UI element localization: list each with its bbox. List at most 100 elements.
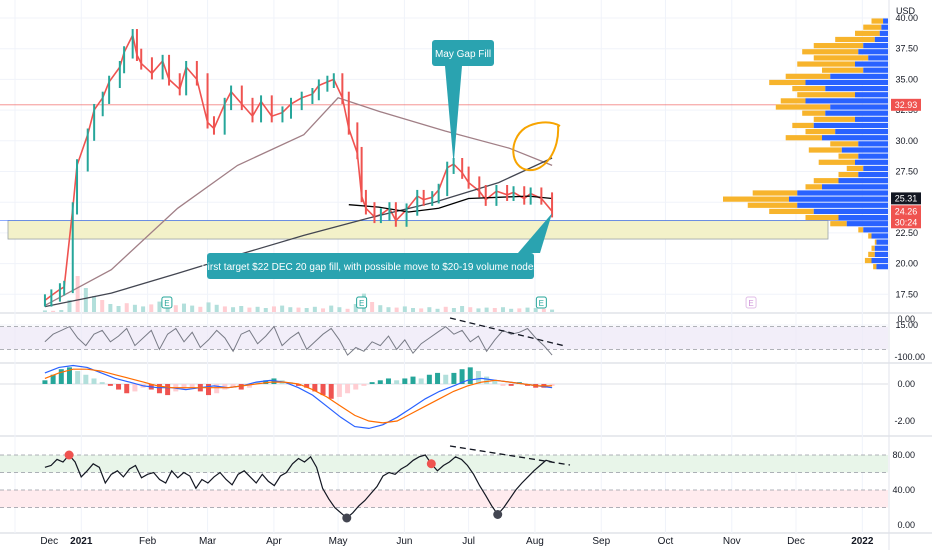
- rsi-divergence-line: [449, 445, 571, 466]
- wr-band: [0, 326, 888, 350]
- macd-histogram-bar: [99, 382, 105, 384]
- macd-histogram-bar: [304, 384, 310, 388]
- volume-bar: [288, 307, 293, 312]
- volume-bar: [239, 306, 244, 312]
- volume-profile-up-bar: [830, 141, 859, 147]
- macd-histogram-bar: [230, 384, 236, 388]
- rsi-oversold-band: [0, 490, 888, 508]
- earnings-marker-label: E: [539, 299, 544, 308]
- volume-bar: [124, 303, 129, 312]
- volume-bar: [296, 307, 301, 312]
- volume-profile-down-bar: [858, 49, 888, 55]
- volume-bar: [59, 310, 64, 312]
- macd-histogram-bar: [475, 371, 481, 384]
- volume-profile-down-bar: [855, 92, 888, 98]
- volume-profile-up-bar: [805, 184, 822, 190]
- volume-profile-up-bar: [868, 251, 875, 257]
- volume-profile-up-bar: [813, 178, 839, 184]
- volume-profile-down-bar: [876, 264, 888, 270]
- macd-histogram-bar: [361, 384, 367, 386]
- macd-axis-tick: 0.00: [897, 379, 915, 389]
- volume-bar: [83, 288, 88, 312]
- price-axis-tick: 27.50: [895, 167, 918, 177]
- macd-axis-tick: -2.00: [894, 416, 915, 426]
- callout-pointer: [445, 66, 462, 165]
- wr-line: [44, 325, 553, 356]
- volume-profile-up-bar: [769, 208, 814, 215]
- volume-bar: [222, 306, 227, 312]
- volume-profile-up-bar: [805, 128, 836, 135]
- volume-bar: [476, 308, 481, 312]
- volume-bar: [345, 308, 350, 312]
- volume-profile-down-bar: [863, 227, 888, 233]
- volume-profile-down-bar: [863, 67, 888, 73]
- volume-bar: [312, 306, 317, 312]
- volume-profile-down-bar: [881, 24, 888, 30]
- volume-profile-up-bar: [723, 196, 789, 202]
- volume-bar: [451, 308, 456, 312]
- callout-text: May Gap Fill: [435, 49, 491, 60]
- volume-bar: [116, 306, 121, 312]
- volume-bar: [525, 307, 530, 312]
- macd-histogram-bar: [345, 384, 351, 394]
- volume-profile-up-bar: [822, 67, 864, 73]
- volume-bar: [190, 305, 195, 312]
- volume-bar: [533, 308, 538, 312]
- volume-bar: [108, 304, 113, 312]
- volume-profile-down-bar: [883, 18, 888, 24]
- volume-profile-up-bar: [797, 92, 855, 98]
- volume-profile-up-bar: [871, 18, 884, 24]
- volume-bar: [280, 305, 285, 312]
- price-axis-tick: 20.00: [895, 259, 918, 269]
- macd-histogram-bar: [320, 384, 326, 396]
- volume-bar: [247, 307, 252, 312]
- x-axis-tick: Mar: [199, 536, 217, 547]
- volume-profile-down-bar: [858, 141, 888, 147]
- series-moving-average-1: [44, 97, 553, 306]
- price-axis-tick: 22.50: [895, 228, 918, 238]
- x-axis-tick: Aug: [526, 536, 544, 547]
- volume-profile-down-bar: [871, 257, 888, 264]
- volume-profile-up-bar: [780, 98, 806, 104]
- volume-bar: [75, 276, 80, 312]
- volume-bar: [92, 296, 97, 312]
- earnings-marker-label: E: [359, 299, 364, 308]
- volume-profile-down-bar: [876, 239, 888, 245]
- macd-histogram-bar: [508, 384, 514, 386]
- price-tag: [891, 192, 921, 205]
- volume-bar: [500, 307, 505, 312]
- volume-profile-down-bar: [855, 159, 888, 165]
- price-axis-tick: 40.00: [895, 13, 918, 23]
- currency-label: USD: [896, 6, 916, 16]
- volume-profile-up-bar: [813, 116, 855, 122]
- x-axis-tick: Oct: [658, 536, 674, 547]
- volume-bar: [42, 310, 47, 312]
- volume-profile-up-bar: [858, 227, 864, 233]
- volume-bar: [100, 300, 105, 312]
- volume-bar: [394, 307, 399, 312]
- x-axis-tick: Jul: [462, 536, 475, 547]
- volume-bar: [231, 307, 236, 312]
- macd-histogram-bar: [484, 376, 490, 384]
- price-axis-tick: 37.50: [895, 44, 918, 54]
- macd-histogram-bar: [165, 384, 171, 396]
- volume-bar: [157, 301, 162, 312]
- volume-profile-up-bar: [830, 221, 847, 227]
- volume-profile-down-bar: [822, 184, 888, 190]
- volume-bar: [353, 304, 358, 312]
- volume-bar: [411, 308, 416, 312]
- volume-profile-up-bar: [775, 104, 831, 110]
- macd-histogram-bar: [132, 384, 138, 392]
- volume-profile-up-bar: [846, 165, 864, 172]
- volume-profile-down-bar: [830, 104, 888, 110]
- volume-profile-down-bar: [858, 171, 888, 178]
- macd-histogram-bar: [385, 378, 391, 384]
- macd-line: [44, 364, 553, 430]
- rsi-overbought-band: [0, 455, 888, 473]
- volume-profile-up-bar: [855, 30, 880, 36]
- volume-profile-up-bar: [747, 202, 798, 208]
- volume-bar: [541, 308, 546, 312]
- volume-bar: [443, 306, 448, 312]
